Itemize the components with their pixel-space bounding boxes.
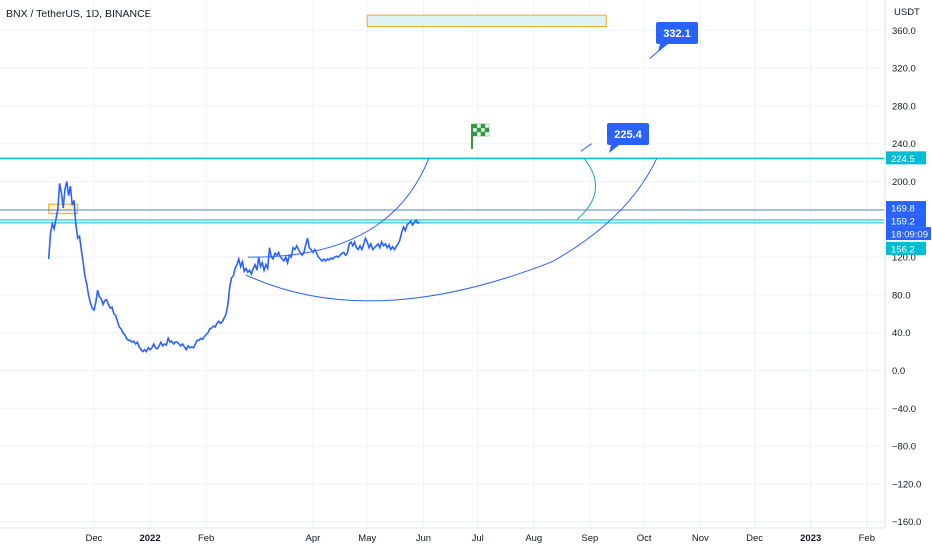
y-tick-label: 0.0 [892, 366, 905, 377]
x-tick-label: May [358, 533, 376, 544]
flag-cell [476, 131, 482, 137]
x-tick-label: Apr [306, 533, 321, 544]
price-tag-label: 169.8 [891, 204, 915, 215]
callout-tail [609, 145, 619, 153]
y-tick-label: −80.0 [892, 442, 916, 453]
symbol-title: BNX / TetherUS, 1D, BINANCE [6, 8, 152, 20]
callout-box [607, 123, 649, 145]
flag-cell [472, 123, 478, 129]
x-tick-label: Jul [472, 533, 484, 544]
price-tag-label: 156.2 [891, 244, 915, 255]
left-arc [247, 158, 430, 258]
x-tick-label: 2022 [139, 533, 160, 544]
y-tick-label: 80.0 [892, 290, 911, 301]
callouts: 332.1 225.4 [607, 22, 698, 153]
x-tick-label: Feb [198, 533, 214, 544]
y-tick-label: 320.0 [892, 64, 916, 75]
x-tick-label: Nov [692, 533, 709, 544]
y-tick-label: 280.0 [892, 101, 916, 112]
flag-cell [472, 131, 478, 137]
y-tick-label: −120.0 [892, 479, 921, 490]
y-tick-label: 40.0 [892, 328, 911, 339]
price-tag-label: 159.2 [891, 217, 915, 228]
time-axis: Dec 2022 Feb Apr May Jun Jul Aug Sep Oct Nov Dec 202… [0, 527, 884, 544]
bottom-arc [245, 158, 658, 302]
callout-label: 225.4 [614, 129, 642, 141]
price-tag-box [886, 201, 926, 215]
price-tag-box [886, 241, 926, 255]
x-tick-label: Aug [525, 533, 542, 544]
x-tick-label: Dec [746, 533, 763, 544]
flag-cell [476, 127, 482, 133]
callout-225-4: 225.4 [607, 123, 649, 153]
countdown-tag: 18:09:09 [886, 227, 931, 241]
checkered-flag-icon [471, 123, 490, 149]
price-tag-224-5: 224.5 [886, 151, 926, 165]
flag-cell [484, 127, 490, 133]
price-axis: 360.0320.0280.0240.0200.0160.0120.080.04… [884, 0, 921, 528]
price-tag-159-2: 159.2 [886, 214, 926, 228]
y-tick-label: −160.0 [892, 517, 921, 528]
flag-cell [480, 127, 486, 133]
x-tick-label: 2023 [800, 533, 821, 544]
callout-label: 332.1 [663, 28, 691, 40]
currency-label: USDT [894, 7, 920, 18]
green-arc [576, 158, 597, 220]
flag-cell [472, 127, 478, 133]
price-tag-box [886, 214, 926, 228]
callout-tail [658, 44, 668, 52]
y-tick-label: 240.0 [892, 139, 916, 150]
flag-cell [480, 131, 486, 137]
price-tag-label: 224.5 [891, 154, 915, 165]
price-tags: 224.5 169.8 159.2 156.2 18:09:09 [886, 151, 931, 255]
countdown-label: 18:09:09 [891, 230, 928, 241]
grid-lines [0, 0, 884, 528]
flag-cell [484, 123, 490, 129]
x-tick-label: Jun [416, 533, 431, 544]
zone-rect [366, 14, 607, 28]
y-tick-label: 360.0 [892, 26, 916, 37]
zones [48, 14, 607, 215]
flag-cell [480, 123, 486, 129]
callout-box [656, 22, 698, 44]
y-tick-label: 200.0 [892, 177, 916, 188]
callout-332-1: 332.1 [656, 22, 698, 52]
horizontal-levels [0, 157, 884, 224]
x-tick-label: Oct [637, 533, 652, 544]
y-tick-label: −40.0 [892, 404, 916, 415]
price-tag-169-8: 169.8 [886, 201, 926, 215]
flag-cell [476, 123, 482, 129]
price-tag-156-2: 156.2 [886, 241, 926, 255]
x-tick-label: Sep [581, 533, 598, 544]
x-tick-label: Dec [85, 533, 102, 544]
price-line [47, 181, 421, 353]
countdown-box [886, 227, 931, 241]
y-tick-label: 120.0 [892, 253, 916, 264]
arc-drawings [245, 48, 661, 302]
flag-cell [484, 131, 490, 137]
callout-pointer [580, 143, 592, 152]
x-tick-label: Feb [859, 533, 875, 544]
price-tag-box [886, 151, 926, 165]
